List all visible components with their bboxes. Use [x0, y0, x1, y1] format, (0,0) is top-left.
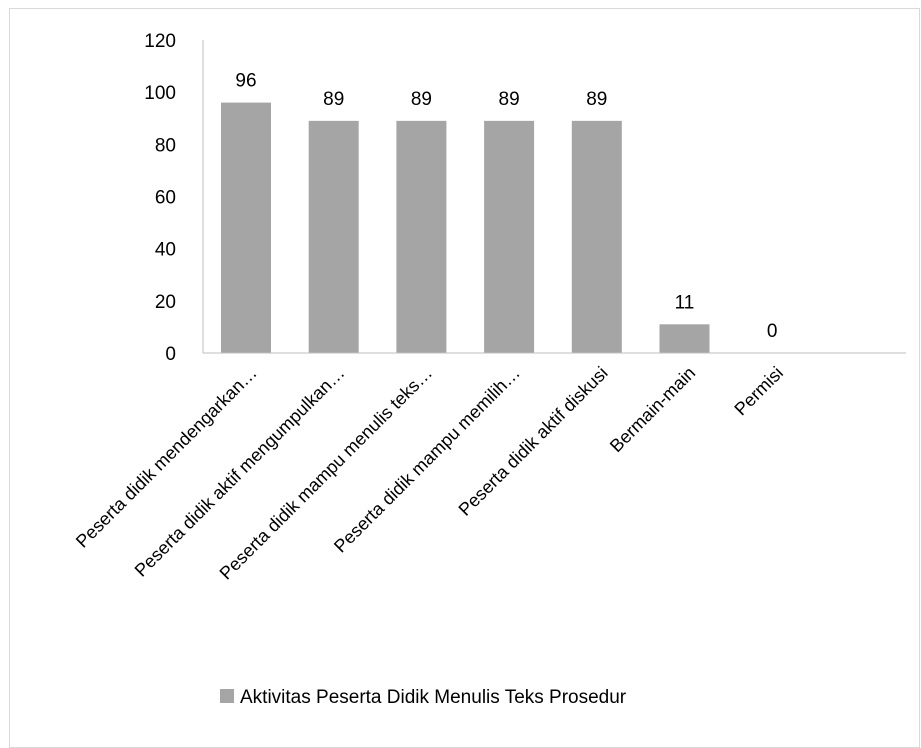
data-label: 89	[323, 89, 344, 110]
category-label: Bermain-main	[606, 363, 699, 456]
data-label: 89	[499, 89, 520, 110]
bars	[221, 102, 710, 353]
category-label: Peserta didik aktif diskusi	[455, 363, 612, 520]
y-tick-label: 20	[155, 292, 176, 313]
category-label: Peserta didik mendengarkan…	[72, 363, 261, 552]
x-axis: Peserta didik mendengarkan… Peserta didik…	[72, 352, 906, 583]
y-axis: 0 20 40 60 80 100 120	[144, 31, 204, 365]
y-tick-label: 100	[144, 83, 176, 104]
data-label: 0	[767, 321, 778, 342]
y-tick-label: 120	[144, 31, 176, 52]
bar	[396, 120, 447, 353]
y-tick-label: 80	[155, 135, 176, 156]
data-label: 96	[235, 71, 256, 92]
bar	[484, 120, 535, 353]
data-label: 11	[675, 292, 695, 313]
y-tick-label: 0	[165, 344, 176, 365]
legend: Aktivitas Peserta Didik Menulis Teks Pro…	[220, 687, 627, 708]
category-label: Peserta didik mampu memilih…	[330, 363, 524, 557]
bar	[221, 102, 271, 353]
legend-swatch	[220, 689, 234, 703]
chart-frame	[9, 8, 920, 748]
data-labels: 96 89 89 89 89 11 0	[235, 71, 777, 342]
bar	[308, 120, 359, 353]
y-tick-label: 40	[155, 240, 176, 261]
category-label: Permisi	[730, 363, 787, 420]
bar-chart: 0 20 40 60 80 100 120 96 89 89 89 89 11 0 Peserta di…	[72, 31, 906, 708]
bar	[659, 324, 710, 353]
y-tick-label: 60	[155, 188, 176, 209]
data-label: 89	[411, 89, 432, 110]
data-label: 89	[586, 89, 607, 110]
bar	[571, 120, 622, 353]
legend-label: Aktivitas Peserta Didik Menulis Teks Pro…	[240, 687, 627, 708]
